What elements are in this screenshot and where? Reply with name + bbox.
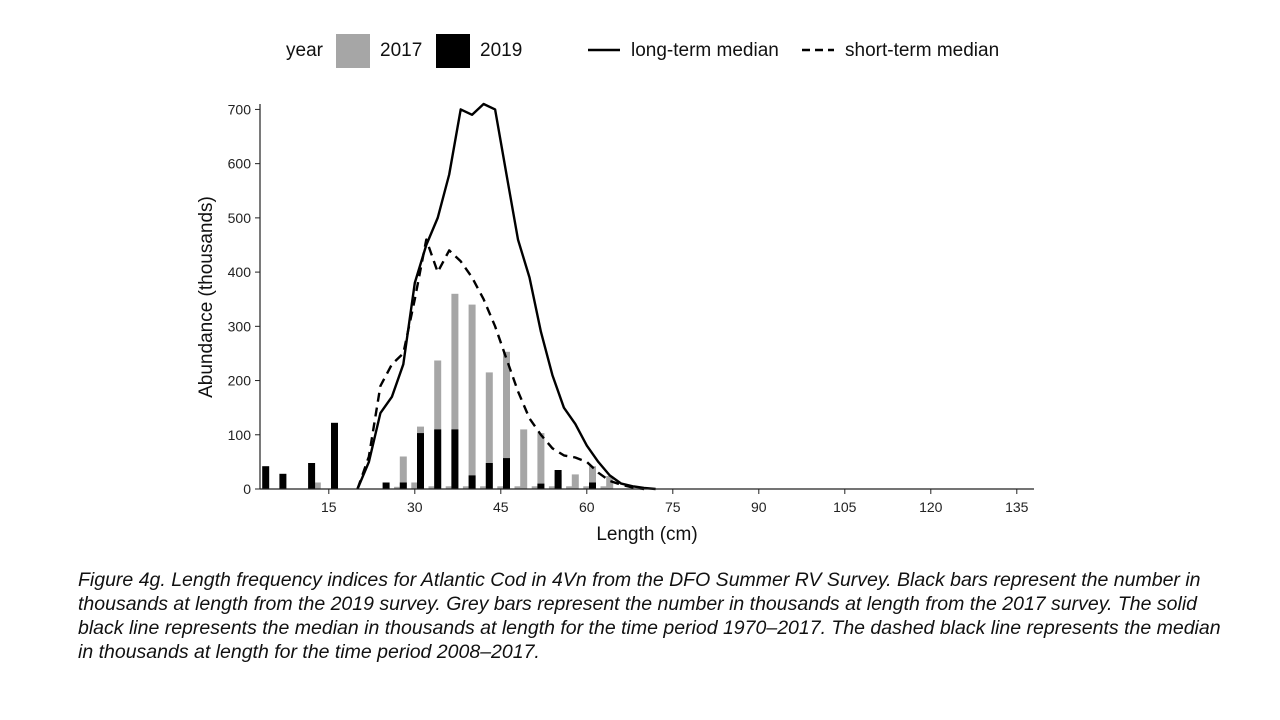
bar-2017-30 <box>411 482 419 489</box>
legend-swatch-2017 <box>336 34 370 68</box>
x-tick-label-15: 15 <box>321 499 337 515</box>
length-frequency-chart: year 2017 2019 long-term median short-te… <box>196 34 1034 545</box>
bars <box>262 293 614 489</box>
legend-label-2017: 2017 <box>380 40 422 61</box>
legend-swatch-2019 <box>436 34 470 68</box>
y-ticks: 0 100 200 300 400 500 600 700 <box>228 101 260 497</box>
bar-2019-40 <box>468 475 476 489</box>
median-lines <box>356 102 656 491</box>
y-tick-label-0: 0 <box>243 481 251 497</box>
line-long-term-median <box>356 102 656 491</box>
x-tick-label-90: 90 <box>751 499 767 515</box>
axes: 15 30 45 60 75 90 105 120 135 0 100 200 300 400 500 60… <box>196 101 1034 545</box>
legend-label-long-term: long-term median <box>631 40 779 61</box>
bar-2017-48 <box>514 486 522 489</box>
bar-2017-54 <box>548 486 556 489</box>
x-tick-label-45: 45 <box>493 499 509 515</box>
line-short-term-median <box>356 238 645 491</box>
bar-2017-28 <box>399 456 407 489</box>
x-tick-label-75: 75 <box>665 499 681 515</box>
bar-2019-61 <box>589 482 596 489</box>
y-tick-label-200: 200 <box>228 373 252 389</box>
y-tick-label-500: 500 <box>228 210 252 226</box>
bar-2019-37 <box>451 429 459 489</box>
bar-2019-55 <box>554 470 562 489</box>
bar-2017-51 <box>531 486 539 489</box>
bar-2019-4 <box>262 466 270 489</box>
bar-2019-43 <box>485 463 493 489</box>
bar-2017-42 <box>480 486 488 489</box>
bar-2017-27 <box>394 486 402 489</box>
bar-2017-57 <box>566 486 574 489</box>
bar-2017-46 <box>503 351 510 489</box>
y-tick-label-300: 300 <box>228 318 252 334</box>
bar-2017-37 <box>451 293 459 489</box>
bar-2017-52 <box>537 433 545 489</box>
bar-2019-52 <box>537 483 545 489</box>
x-tick-label-105: 105 <box>833 499 857 515</box>
bar-2017-45 <box>497 486 505 489</box>
bar-2019-7 <box>279 473 287 489</box>
x-tick-label-30: 30 <box>407 499 423 515</box>
bar-2019-46 <box>503 458 510 489</box>
bar-2019-12 <box>308 463 316 489</box>
legend-title: year <box>286 40 324 61</box>
bar-2017-64 <box>606 476 614 489</box>
bar-2017-43 <box>485 372 493 489</box>
x-tick-label-135: 135 <box>1005 499 1029 515</box>
bar-2019-31 <box>417 433 424 489</box>
bar-2017-39 <box>462 486 470 489</box>
x-tick-label-120: 120 <box>919 499 943 515</box>
legend-label-2019: 2019 <box>480 40 522 61</box>
y-tick-label-400: 400 <box>228 264 252 280</box>
y-axis-title: Abundance (thousands) <box>196 196 217 398</box>
bar-2019-25 <box>382 482 390 489</box>
figure-caption: Figure 4g. Length frequency indices for … <box>78 569 1221 663</box>
legend-label-short-term: short-term median <box>845 40 999 61</box>
y-tick-label-700: 700 <box>228 101 252 117</box>
bar-2017-13 <box>313 482 321 489</box>
bar-2017-40 <box>468 304 476 489</box>
bar-2019-16 <box>331 422 338 489</box>
bar-2017-58 <box>571 474 579 489</box>
x-ticks: 15 30 45 60 75 90 105 120 135 <box>321 489 1029 515</box>
bar-2017-33 <box>428 486 436 489</box>
bar-2017-60 <box>583 486 591 489</box>
bar-2019-34 <box>434 429 442 489</box>
y-tick-label-600: 600 <box>228 156 252 172</box>
bar-2019-28 <box>399 482 407 489</box>
y-tick-label-100: 100 <box>228 427 252 443</box>
bar-2017-36 <box>445 486 453 489</box>
bar-2017-34 <box>434 360 442 489</box>
x-axis-title: Length (cm) <box>596 524 697 545</box>
bar-2017-49 <box>520 429 528 489</box>
bar-2017-63 <box>600 486 608 489</box>
legend: year 2017 2019 long-term median short-te… <box>286 34 999 68</box>
x-tick-label-60: 60 <box>579 499 595 515</box>
bar-2017-61 <box>589 466 596 489</box>
